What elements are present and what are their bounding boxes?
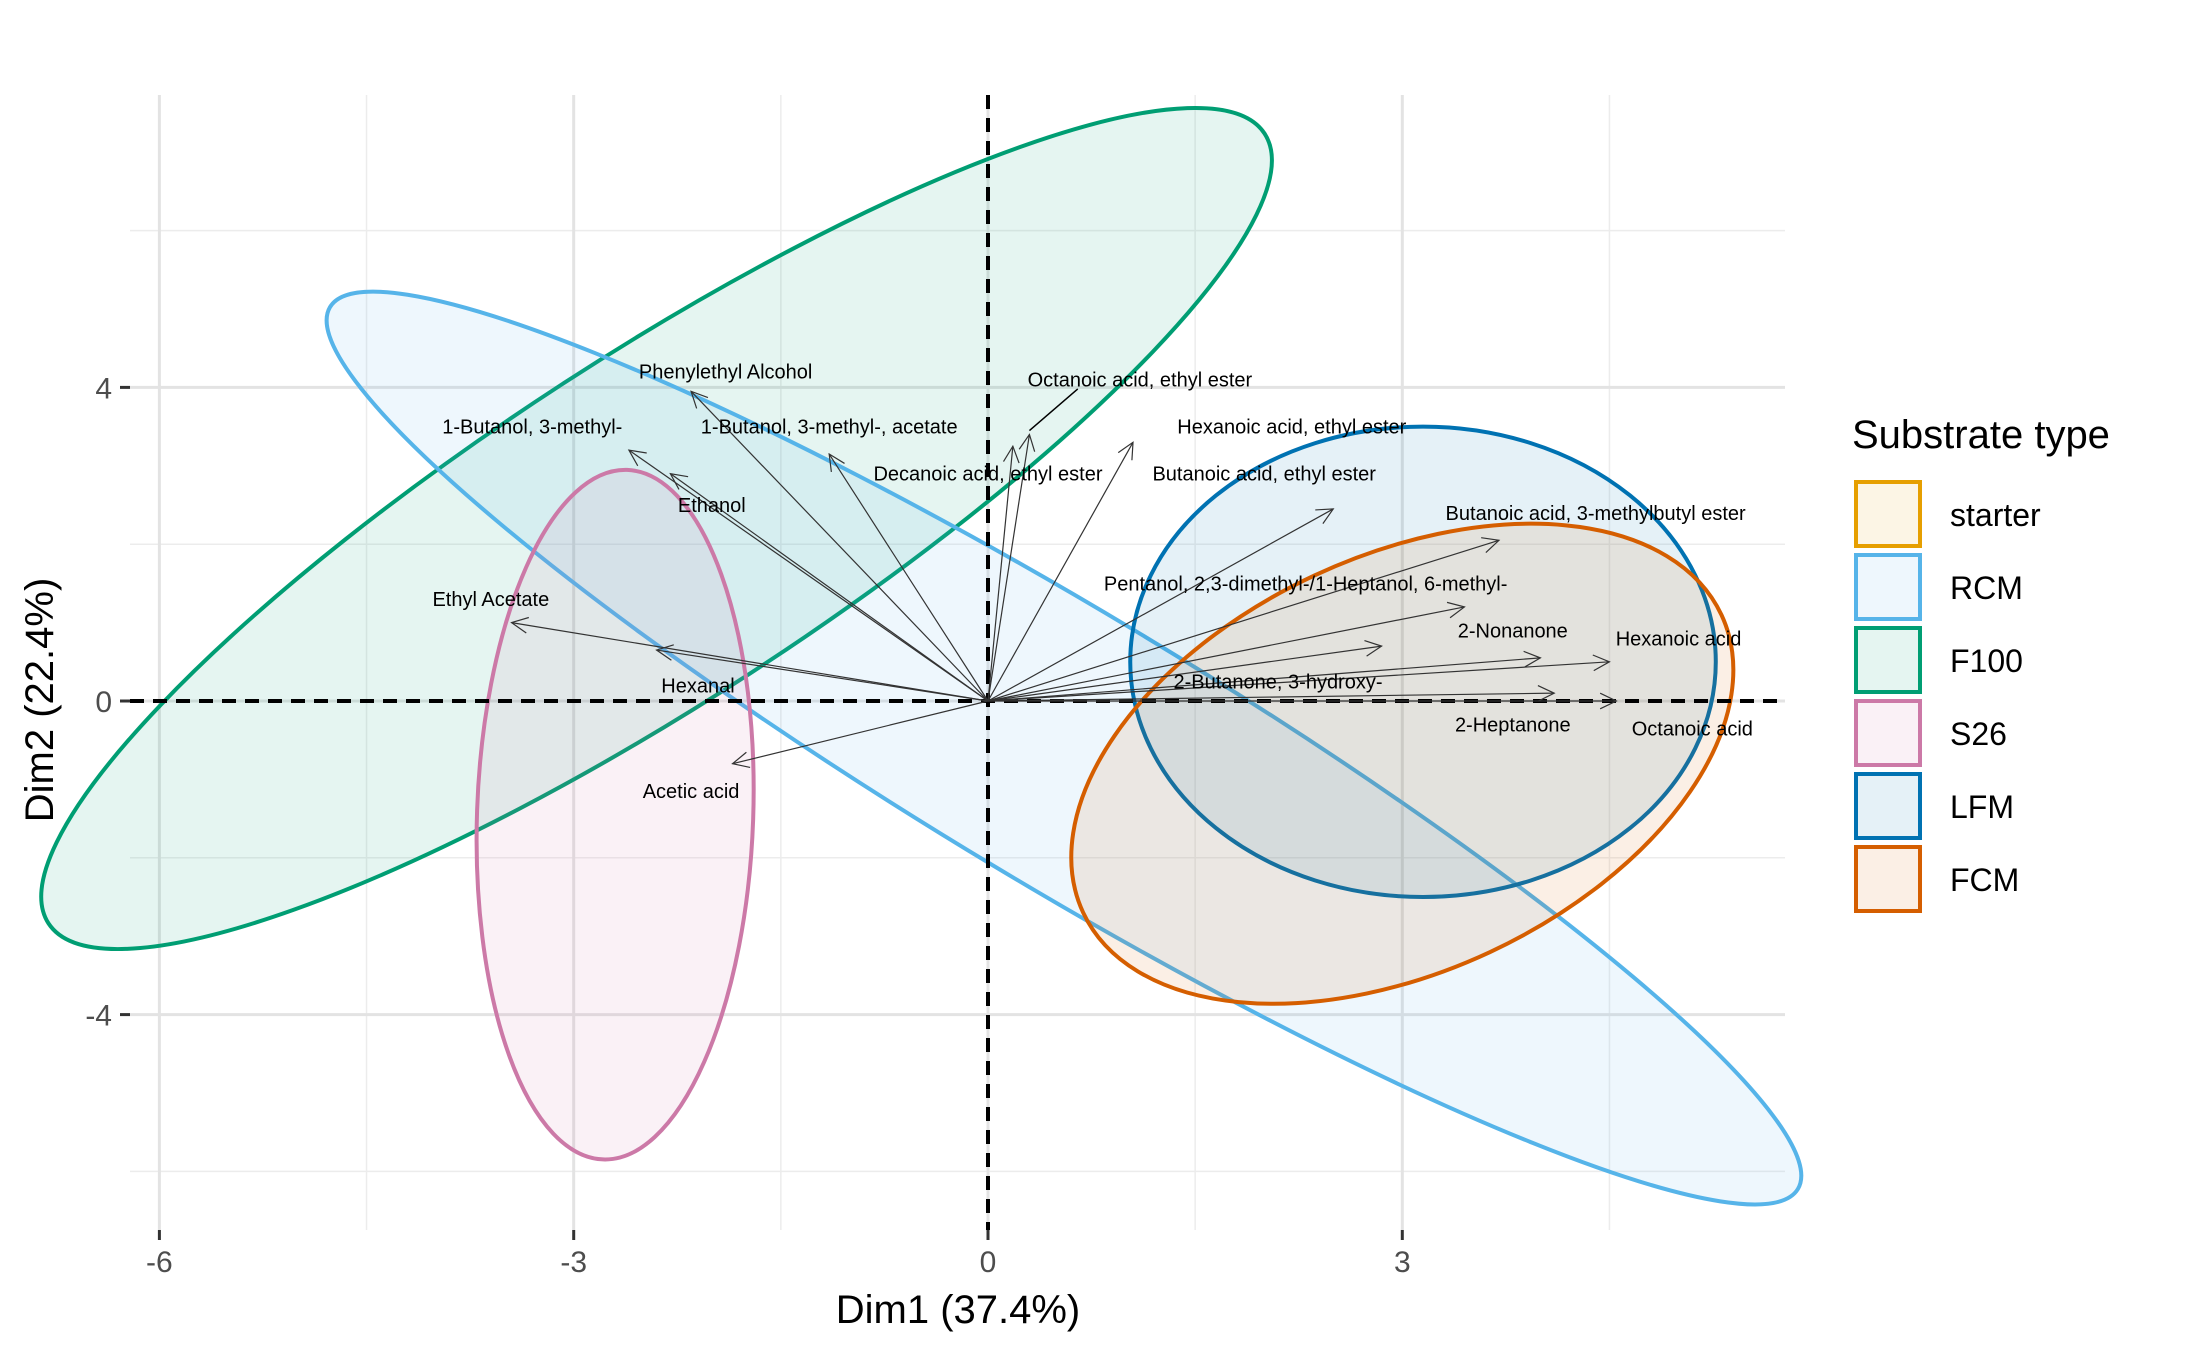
legend-swatch-f100 — [1854, 626, 1922, 694]
legend-label-lfm: LFM — [1950, 789, 2014, 825]
variable-label-hexanoic-acid: Hexanoic acid — [1616, 628, 1742, 650]
variable-arrow-2-nonanone — [987, 640, 1383, 702]
y-axis-title: Dim2 (22.4%) — [18, 578, 62, 823]
x-tick-label: -3 — [560, 1246, 587, 1279]
variable-label-2-heptanone: 2-Heptanone — [1455, 715, 1571, 737]
variable-label-pentanol-2-3-dimethyl-1-heptanol-6-methyl: Pentanol, 2,3-dimethyl-/1-Heptanol, 6-me… — [1104, 573, 1508, 595]
variable-arrow-butanoic-acid-ethyl-ester — [987, 508, 1335, 702]
variable-arrow-phenylethyl-alcohol — [690, 390, 989, 702]
variable-arrow-acetic-acid — [731, 700, 989, 769]
x-tick-label: 0 — [980, 1246, 997, 1279]
x-tick-label: 3 — [1394, 1246, 1411, 1279]
variable-arrow-hexanoic-acid-ethyl-ester — [987, 441, 1134, 702]
variable-label-decanoic-acid-ethyl-ester: Decanoic acid, ethyl ester — [873, 464, 1102, 486]
legend-item-fcm: FCM — [1854, 845, 2019, 913]
variable-arrow-ethanol — [669, 472, 989, 702]
variable-label-hexanoic-acid-ethyl-ester: Hexanoic acid, ethyl ester — [1177, 417, 1406, 439]
ellipse-fcm — [1069, 521, 1736, 1006]
variable-label-ethanol: Ethanol — [678, 495, 746, 517]
legend-swatch-starter — [1854, 480, 1922, 548]
legend-label-rcm: RCM — [1950, 570, 2023, 606]
variable-label-acetic-acid: Acetic acid — [643, 781, 740, 803]
variable-arrow-decanoic-acid-ethyl-ester — [987, 444, 1020, 702]
variable-arrow-1-butanol-3-methyl — [627, 449, 989, 702]
x-tick-label: -6 — [146, 1246, 173, 1279]
label-leader-line — [1028, 388, 1079, 432]
legend-label-s26: S26 — [1950, 716, 2007, 752]
variable-label-hexanal: Hexanal — [661, 675, 734, 697]
variable-arrow-hexanal — [655, 644, 989, 702]
legend-label-f100: F100 — [1950, 643, 2023, 679]
variable-label-1-butanol-3-methyl-acetate: 1-Butanol, 3-methyl-, acetate — [701, 417, 958, 439]
legend-item-rcm: RCM — [1854, 553, 2023, 621]
variable-label-ethyl-acetate: Ethyl Acetate — [432, 589, 549, 611]
y-tick-label: 4 — [95, 372, 112, 405]
group-ellipses — [39, 105, 1804, 1207]
legend-swatch-lfm — [1854, 772, 1922, 840]
variable-label-octanoic-acid-ethyl-ester: Octanoic acid, ethyl ester — [1028, 370, 1253, 392]
legend-swatch-fcm — [1854, 845, 1922, 913]
variable-label-1-butanol-3-methyl: 1-Butanol, 3-methyl- — [442, 417, 622, 439]
variable-arrow-ethyl-acetate — [510, 616, 989, 702]
variable-label-butanoic-acid-3-methylbutyl-ester: Butanoic acid, 3-methylbutyl ester — [1446, 503, 1746, 525]
x-axis-title: Dim1 (37.4%) — [836, 1288, 1081, 1332]
legend-item-f100: F100 — [1854, 626, 2023, 694]
ellipse-f100 — [39, 105, 1274, 952]
variable-labels: Phenylethyl Alcohol 1-Butanol, 3-methyl- 1… — [432, 362, 1752, 803]
variable-label-octanoic-acid: Octanoic acid — [1632, 718, 1753, 740]
variable-arrow-2-butanone-3-hydroxy — [987, 654, 1611, 702]
legend-swatch-rcm — [1854, 553, 1922, 621]
legend-label-fcm: FCM — [1950, 862, 2019, 898]
variable-arrow-1-butanol-3-methyl-acetate — [828, 452, 989, 702]
variable-label-butanoic-acid-ethyl-ester: Butanoic acid, ethyl ester — [1152, 464, 1376, 486]
y-tick-label: -4 — [85, 1000, 112, 1033]
legend-swatch-s26 — [1854, 699, 1922, 767]
legend-title: Substrate type — [1852, 413, 2110, 457]
y-tick-label: 0 — [95, 686, 112, 719]
legend-item-starter: starter — [1854, 480, 2041, 548]
variable-label-2-nonanone: 2-Nonanone — [1458, 620, 1568, 642]
variable-arrow-hexanoic-acid — [987, 650, 1542, 702]
variable-arrow-butanoic-acid-3-methylbutyl-ester — [987, 537, 1501, 702]
variable-label-phenylethyl-alcohol: Phenylethyl Alcohol — [639, 362, 812, 384]
reference-lines — [130, 95, 1785, 1230]
ellipse-lfm — [1128, 424, 1718, 899]
legend-item-lfm: LFM — [1854, 772, 2014, 840]
variable-arrows — [510, 390, 1618, 769]
variable-arrow-octanoic-acid-ethyl-ester — [987, 433, 1036, 702]
variable-arrow-octanoic-acid — [988, 692, 1618, 710]
legend-item-s26: S26 — [1854, 699, 2007, 767]
legend-label-starter: starter — [1950, 497, 2041, 533]
variable-label-2-butanone-3-hydroxy: 2-Butanone, 3-hydroxy- — [1174, 671, 1383, 693]
ellipse-s26 — [474, 467, 756, 1162]
variable-arrow-pentanol-2-3-dimethyl-1-heptanol-6-methyl — [987, 601, 1466, 702]
axis-ticks: -6 -3 0 3 -4 0 4 — [85, 372, 1410, 1279]
legend: Substrate type starter RCM F100 S26 LFM FCM — [1852, 413, 2110, 913]
variable-arrow-2-heptanone — [987, 685, 1556, 702]
